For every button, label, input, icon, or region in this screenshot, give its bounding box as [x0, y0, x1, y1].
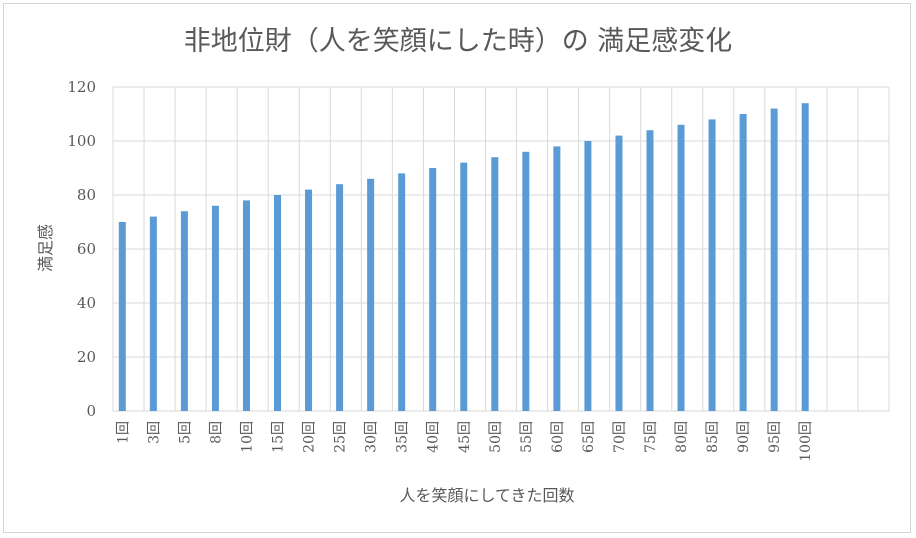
x-category-label: 25回 [333, 421, 349, 453]
x-category-label: 1回 [115, 421, 131, 444]
y-tick-label: 40 [77, 294, 96, 312]
bar [274, 195, 282, 411]
bar [801, 103, 809, 411]
bar [770, 108, 778, 411]
x-axis-category-labels: 1回 3回 5回 8回 10回 15回 20回 25回 30回 35回 40回 45回 50回 55回 60… [115, 421, 814, 462]
x-category-label: 20回 [302, 421, 318, 453]
bar [398, 173, 406, 411]
bar [584, 141, 592, 411]
y-tick-label: 100 [67, 132, 96, 150]
y-axis-tick-labels: 0 20 40 60 80 100 120 [67, 78, 96, 420]
x-category-label: 90回 [736, 421, 752, 453]
bar [646, 130, 654, 411]
x-axis-title: 人を笑顔にしてきた回数 [399, 486, 574, 505]
x-category-label: 3回 [146, 421, 162, 444]
bar [367, 178, 375, 411]
x-category-label: 100回 [798, 421, 814, 462]
horizontal-gridlines [113, 86, 889, 412]
bar [739, 114, 747, 411]
bar [615, 135, 623, 411]
bar [522, 151, 530, 412]
x-category-label: 65回 [581, 421, 597, 453]
bar [491, 157, 499, 411]
x-category-label: 85回 [705, 421, 721, 453]
x-category-label: 60回 [550, 421, 566, 453]
x-category-label: 30回 [364, 421, 380, 453]
x-category-label: 95回 [767, 421, 783, 453]
bar [118, 222, 126, 411]
x-category-label: 5回 [177, 421, 193, 444]
y-tick-label: 80 [77, 186, 96, 204]
y-tick-label: 60 [77, 240, 96, 258]
y-tick-label: 0 [86, 402, 96, 420]
x-category-label: 75回 [643, 421, 659, 453]
x-category-label: 55回 [519, 421, 535, 453]
bar [211, 205, 219, 411]
bar [149, 216, 157, 411]
x-category-label: 45回 [457, 421, 473, 453]
x-category-label: 35回 [395, 421, 411, 453]
bar [305, 189, 313, 411]
x-category-label: 40回 [426, 421, 442, 453]
x-category-label: 80回 [674, 421, 690, 453]
bar [336, 184, 344, 411]
y-tick-label: 120 [67, 78, 96, 96]
x-category-label: 50回 [488, 421, 504, 453]
x-category-label: 15回 [271, 421, 287, 453]
y-axis-title: 満足感 [36, 224, 55, 272]
bar [553, 146, 561, 411]
bar [180, 211, 188, 411]
bar-series [118, 103, 809, 412]
bar [677, 124, 685, 412]
y-tick-label: 20 [77, 348, 96, 366]
bar [708, 119, 716, 412]
bar [460, 162, 468, 411]
bar [429, 168, 437, 411]
x-category-label: 70回 [612, 421, 628, 453]
x-category-label: 10回 [239, 421, 255, 453]
bar [242, 200, 250, 411]
x-category-label: 8回 [208, 421, 224, 444]
chart-title: 非地位財（人を笑顔にした時）の 満足感変化 [184, 26, 733, 57]
